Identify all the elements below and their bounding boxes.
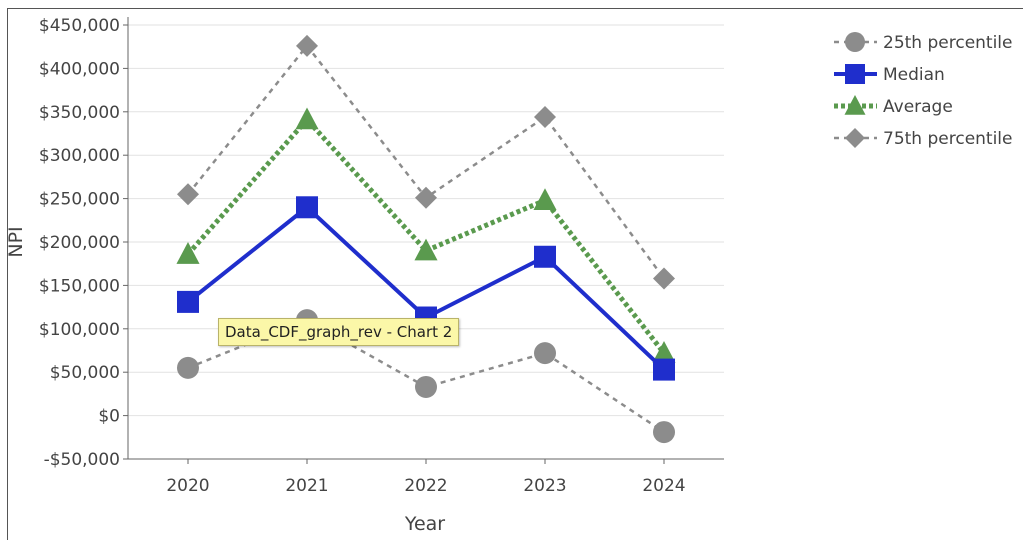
legend-marker-75th-percentile [845,128,865,148]
series-average [176,107,676,363]
series-median [177,196,675,381]
data-point-25th-percentile [177,356,199,379]
y-axis-title: NPI [5,226,27,257]
data-point-average [414,238,438,261]
x-axis-title: Year [404,513,445,535]
y-tick-label: $350,000 [39,103,120,123]
data-point-median [296,196,318,219]
data-point-median [653,358,675,381]
legend-label: Median [883,65,945,85]
x-tick-label: 2022 [404,476,447,496]
y-tick-label: $450,000 [39,16,120,36]
frame-left-border [7,8,8,540]
x-tick-label: 2020 [166,476,209,496]
data-point-75th-percentile [534,106,556,129]
x-tick-label: 2021 [285,476,328,496]
legend-item-75th-percentile: 75th percentile [834,128,1013,149]
legend-item-average: Average [834,95,953,117]
legend-label: Average [883,97,953,117]
data-point-75th-percentile [177,183,199,206]
data-point-25th-percentile [415,375,437,398]
data-point-25th-percentile [653,421,675,444]
axis-layer: -$50,000 $0 $50,000 $100,000 $150,000 $200,00… [5,16,724,535]
data-point-median [177,290,199,313]
series-75th-percentile [177,34,675,290]
legend-label: 25th percentile [883,33,1013,53]
legend-marker-25th-percentile [845,32,865,52]
series-line-average [186,115,666,355]
x-tick-label: 2024 [642,476,685,496]
frame-top-border [7,8,1023,9]
y-tick-label: $250,000 [39,190,120,210]
y-tick-label: $400,000 [39,59,120,79]
x-tick-label: 2023 [523,476,566,496]
y-tick-label: $0 [98,407,120,427]
y-tick-label: $50,000 [50,363,120,383]
y-tick-label: $100,000 [39,320,120,340]
legend-item-median: Median [834,64,945,85]
legend-marker-average [844,95,866,115]
data-point-average [295,107,319,130]
y-tick-label: $150,000 [39,276,120,296]
chart-tooltip: Data_CDF_graph_rev - Chart 2 [218,318,460,346]
legend-item-25th-percentile: 25th percentile [834,32,1013,53]
data-point-25th-percentile [534,342,556,365]
data-point-median [534,245,556,268]
data-point-average [533,188,557,211]
y-tick-label: -$50,000 [44,450,120,470]
data-point-75th-percentile [296,34,318,57]
legend: 25th percentile Median Average 75th percent… [834,32,1013,149]
data-point-75th-percentile [653,267,675,290]
y-tick-label: $300,000 [39,146,120,166]
series-layer [176,34,676,444]
legend-marker-median [845,64,865,84]
data-point-75th-percentile [415,186,437,209]
data-point-average [176,242,200,264]
legend-label: 75th percentile [883,129,1013,149]
data-point-average [652,341,676,363]
y-tick-label: $200,000 [39,233,120,253]
